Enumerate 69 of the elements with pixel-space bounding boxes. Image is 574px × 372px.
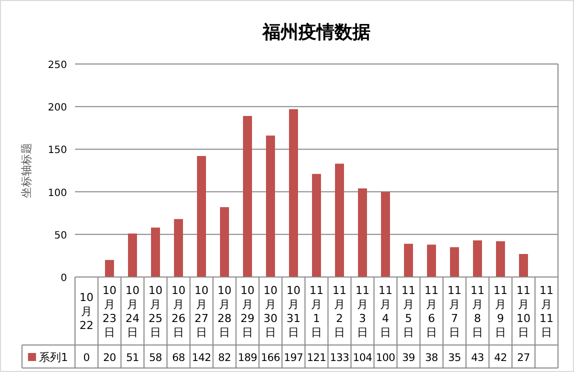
bar bbox=[266, 136, 275, 277]
y-tick-label: 50 bbox=[54, 230, 67, 242]
y-tick-label: 0 bbox=[60, 273, 67, 284]
x-tick-label: 11月8日 bbox=[470, 284, 484, 339]
x-tick-label: 11月4日 bbox=[378, 284, 392, 339]
bar bbox=[151, 228, 160, 277]
bar bbox=[404, 244, 413, 277]
data-label: 20 bbox=[103, 352, 116, 364]
bar bbox=[473, 240, 482, 277]
bar bbox=[496, 241, 505, 277]
data-label: 100 bbox=[376, 352, 396, 364]
x-tick-label: 11月3日 bbox=[356, 284, 370, 339]
x-tick-label: 10月27日 bbox=[194, 284, 208, 339]
bar bbox=[381, 192, 390, 277]
x-tick-label: 10月30日 bbox=[264, 284, 278, 339]
y-tick-label: 250 bbox=[48, 60, 67, 71]
x-tick-label: 11月9日 bbox=[494, 284, 508, 339]
bar bbox=[519, 254, 528, 277]
data-label: 189 bbox=[238, 352, 258, 364]
y-tick-label: 100 bbox=[48, 188, 67, 199]
bar bbox=[243, 116, 252, 277]
x-tick-label: 10月22 bbox=[80, 291, 94, 332]
x-tick-label: 10月24日 bbox=[126, 284, 140, 339]
bar bbox=[128, 234, 137, 277]
x-tick-label: 10月28日 bbox=[218, 284, 232, 339]
x-tick-label: 11月7日 bbox=[448, 284, 462, 339]
data-label: 58 bbox=[149, 352, 162, 364]
data-label: 82 bbox=[218, 352, 231, 364]
data-label: 35 bbox=[448, 352, 461, 364]
data-label: 133 bbox=[330, 352, 350, 364]
data-label: 43 bbox=[471, 352, 484, 364]
x-tick-label: 11月11日 bbox=[540, 284, 554, 339]
x-tick-label: 11月6日 bbox=[424, 284, 438, 339]
bar bbox=[289, 109, 298, 277]
y-axis-title: 坐标轴标题 bbox=[20, 143, 33, 198]
bar bbox=[174, 219, 183, 277]
bar bbox=[450, 247, 459, 277]
data-label: 0 bbox=[83, 352, 90, 364]
chart-title: 福州疫情数据 bbox=[262, 22, 370, 43]
data-label: 42 bbox=[494, 352, 507, 364]
bar bbox=[427, 244, 436, 277]
data-label: 121 bbox=[306, 352, 326, 364]
x-tick-label: 11月5日 bbox=[402, 284, 416, 339]
bar bbox=[197, 156, 206, 277]
bar bbox=[312, 174, 321, 277]
data-label: 166 bbox=[260, 352, 281, 364]
x-tick-label: 10月26日 bbox=[172, 284, 186, 339]
x-tick-label: 10月31日 bbox=[286, 284, 300, 339]
bar bbox=[358, 188, 367, 277]
data-label: 38 bbox=[425, 352, 438, 364]
data-label: 142 bbox=[192, 352, 212, 364]
y-tick-label: 150 bbox=[48, 145, 67, 156]
bar bbox=[335, 164, 344, 277]
y-tick-label: 200 bbox=[48, 102, 67, 114]
x-tick-label: 11月2日 bbox=[332, 284, 346, 339]
x-tick-label: 11月10日 bbox=[516, 284, 530, 339]
x-tick-label: 11月1日 bbox=[310, 284, 324, 339]
data-label: 197 bbox=[284, 352, 304, 364]
x-tick-label: 10月29日 bbox=[240, 284, 254, 339]
data-label: 68 bbox=[172, 352, 185, 364]
data-label: 27 bbox=[517, 352, 530, 364]
bar bbox=[220, 207, 229, 277]
x-tick-label: 10月25日 bbox=[148, 284, 162, 339]
x-tick-label: 10月23日 bbox=[102, 284, 116, 339]
bar bbox=[105, 260, 114, 277]
data-label: 104 bbox=[352, 352, 373, 364]
legend-label: 系列1 bbox=[39, 351, 68, 364]
data-label: 51 bbox=[126, 352, 139, 364]
data-label: 39 bbox=[402, 352, 415, 364]
